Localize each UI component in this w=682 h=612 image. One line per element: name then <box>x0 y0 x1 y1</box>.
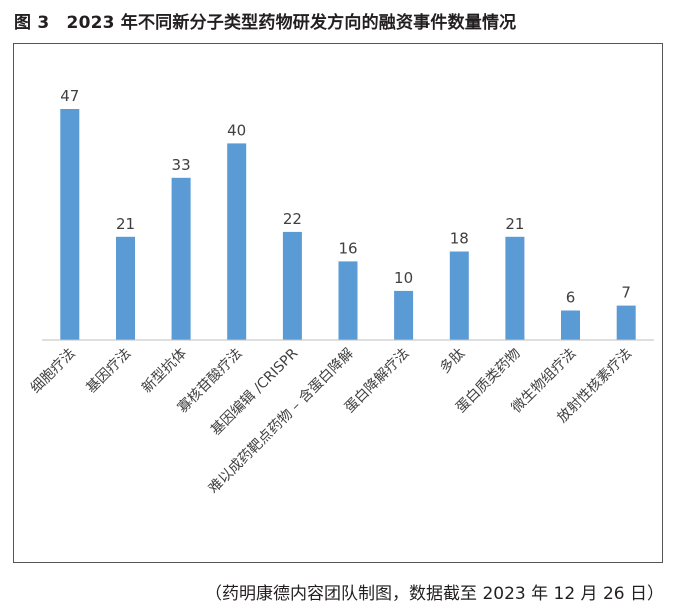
bar-value-label: 21 <box>505 215 524 233</box>
bar-value-label: 6 <box>566 289 576 307</box>
bar-value-label: 40 <box>227 121 246 139</box>
bar <box>171 177 191 340</box>
x-tick-label: 细胞疗法 <box>28 346 79 397</box>
bar-value-label: 18 <box>450 230 469 248</box>
figure-title: 图 3 2023 年不同新分子类型药物研发方向的融资事件数量情况 <box>14 13 517 33</box>
bar <box>227 143 247 340</box>
x-tick-label: 多肽 <box>436 345 468 377</box>
bar <box>616 305 636 340</box>
bar-chart: 47 21 33 40 22 16 10 18 21 6 7 细胞疗法 基因疗法 新型抗体寡核苷酸疗法基… <box>28 87 654 497</box>
bar <box>449 251 469 340</box>
bar-value-label: 7 <box>621 284 631 302</box>
chart-frame: 47 21 33 40 22 16 10 18 21 6 7 细胞疗法 基因疗法 新型抗体 寡核苷酸疗法基… <box>13 43 663 563</box>
bar-value-label: 33 <box>172 156 191 174</box>
x-tick-label: 基因疗法 <box>83 345 135 397</box>
bar <box>394 290 414 340</box>
bar <box>116 236 135 340</box>
bar-value-label: 10 <box>394 269 413 287</box>
bar-group <box>60 109 636 340</box>
bar-value-label: 16 <box>338 239 357 257</box>
bar-value-label: 21 <box>116 215 135 233</box>
figure-source-note: （药明康德内容团队制图，数据截至 2023 年 12 月 26 日） <box>205 584 664 604</box>
bar <box>60 109 80 340</box>
bar <box>282 231 302 340</box>
x-tick-label: 新型抗体 <box>139 346 190 397</box>
bar-value-label: 22 <box>283 210 302 228</box>
bar-value-label: 47 <box>60 87 79 105</box>
bar <box>561 310 580 340</box>
bar <box>505 236 525 340</box>
data-label-group: 47 21 33 40 22 16 10 18 21 6 7 <box>60 87 631 307</box>
bar <box>338 261 358 340</box>
